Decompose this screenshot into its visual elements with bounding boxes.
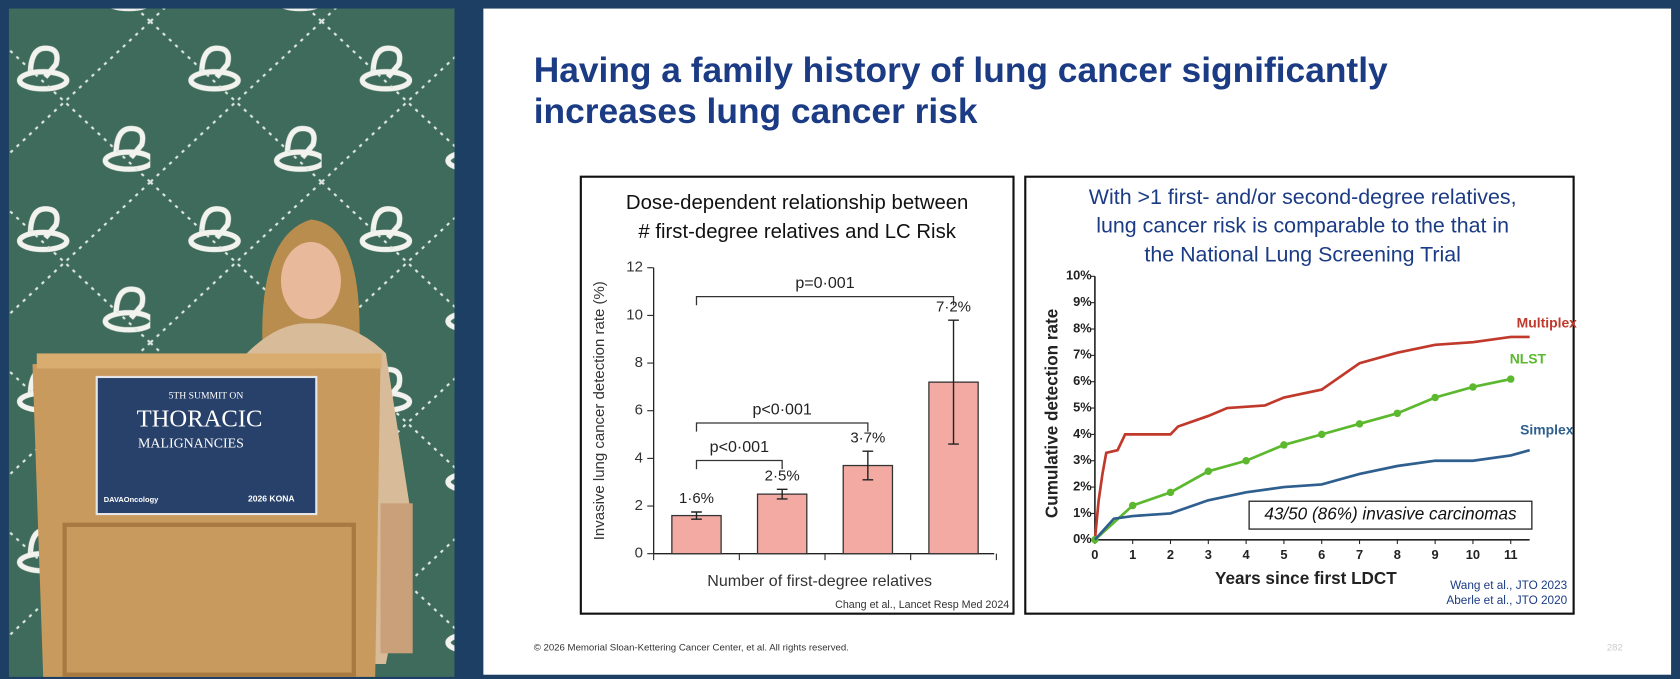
skirt [380,503,413,654]
x-tick-label: 6 [1318,547,1325,562]
series-line [1093,448,1531,541]
sign-text: DAVAOncology [104,495,159,504]
slide-title: Having a family history of lung cancer s… [534,51,1388,90]
face [280,242,341,320]
series-label: Simplex [1520,422,1574,438]
y-tick-label: 0% [1073,531,1092,546]
podium-panel [62,522,356,677]
sign-text: MALIGNANCIES [138,437,244,452]
chart-title: lung cancer risk is comparable to the th… [1096,214,1509,238]
y-tick-label: 9% [1073,294,1092,309]
y-tick-label: 10% [1066,268,1092,283]
series-line [1093,377,1512,541]
sign-text: 5TH SUMMIT ON [169,390,244,401]
bar [671,514,722,555]
y-tick-label: 1% [1073,505,1092,520]
x-tick-label: 0 [1091,547,1098,562]
y-tick-label: 7% [1073,347,1092,362]
y-tick-label: 2 [635,497,643,514]
point [1204,467,1213,476]
data-label: 3·7% [850,429,885,446]
y-tick-label: 3% [1073,452,1092,467]
podium-top [36,353,382,369]
bracket [695,459,783,470]
y-tick-label: 6% [1073,373,1092,388]
error-bar [948,319,959,445]
y-tick-label: 2% [1073,478,1092,493]
point [1128,501,1137,510]
y-tick-label: 8 [635,354,643,371]
y-tick-label: 10 [626,306,643,323]
video-pane: 5TH SUMMIT ON THORACIC MALIGNANCIES DAVA… [8,8,455,677]
x-tick-label: 10 [1466,547,1480,562]
error-bar [776,488,788,500]
x-tick-label: 2 [1167,547,1174,562]
y-tick-label: 12 [626,259,643,276]
data-label: 7·2% [936,298,971,315]
x-tick-label: 7 [1356,547,1363,562]
chart-title: # first-degree relatives and LC Risk [638,221,956,243]
chart-title: the National Lung Screening Trial [1144,243,1461,267]
x-tick-label: 5 [1280,547,1287,562]
data-label: 2·5% [765,467,800,484]
point [1166,488,1175,497]
source: Aberle et al., JTO 2020 [1446,594,1567,607]
x-tick-label: 3 [1205,547,1212,562]
error-bar [862,450,874,481]
series-label: Multiplex [1517,315,1578,331]
sign-text: 2026 KONA [248,493,295,503]
annotation: p<0·001 [752,400,811,418]
data-label: 1·6% [679,490,714,507]
error-bar [691,511,702,520]
y-tick-label: 4% [1073,426,1092,441]
x-tick-label: 8 [1394,547,1401,562]
point [1507,375,1515,383]
point [1431,393,1439,402]
podium-sign [95,375,318,516]
point [1355,420,1364,428]
series-line [1093,335,1530,540]
chart-frame [1024,175,1575,615]
point [1242,456,1250,465]
footer: © 2026 Memorial Sloan-Kettering Cancer C… [534,642,849,653]
x-tick-label: 4 [1243,547,1251,562]
y-axis-label: Invasive lung cancer detection rate (%) [591,281,608,540]
bracket [695,422,869,432]
point [1393,409,1402,418]
annotation: p=0·001 [795,274,854,292]
y-tick-label: 0 [635,545,643,562]
x-tick-label: 9 [1432,547,1439,562]
bar [756,493,808,555]
y-tick-label: 4 [635,449,643,466]
chart-title: With >1 first- and/or second-degree rela… [1089,185,1517,209]
bracket [695,296,955,306]
point [1280,441,1288,449]
slide-title: increases lung cancer risk [534,92,978,131]
chart-frame [579,175,1015,615]
page-number: 282 [1607,642,1623,653]
chart-title: Dose-dependent relationship between [626,192,968,214]
source: Wang et al., JTO 2023 [1450,579,1568,592]
annotation: 43/50 (86%) invasive carcinomas [1264,504,1517,524]
y-tick-label: 6 [635,402,643,419]
y-tick-label: 8% [1073,320,1092,335]
point [1469,383,1477,391]
x-tick-label: 1 [1129,547,1136,562]
y-tick-label: 5% [1073,399,1092,414]
series-label: NLST [1510,350,1547,366]
x-axis-label: Years since first LDCT [1215,568,1397,588]
x-axis-label: Number of first-degree relatives [707,572,932,590]
point [1317,430,1326,439]
y-axis-label: Cumulative detection rate [1042,309,1062,518]
annotation: p<0·001 [710,438,769,456]
source: Chang et al., Lancet Resp Med 2024 [835,599,1009,611]
x-tick-label: 11 [1504,547,1518,562]
annotation-box [1248,500,1533,530]
sign-text: THORACIC [137,406,263,433]
